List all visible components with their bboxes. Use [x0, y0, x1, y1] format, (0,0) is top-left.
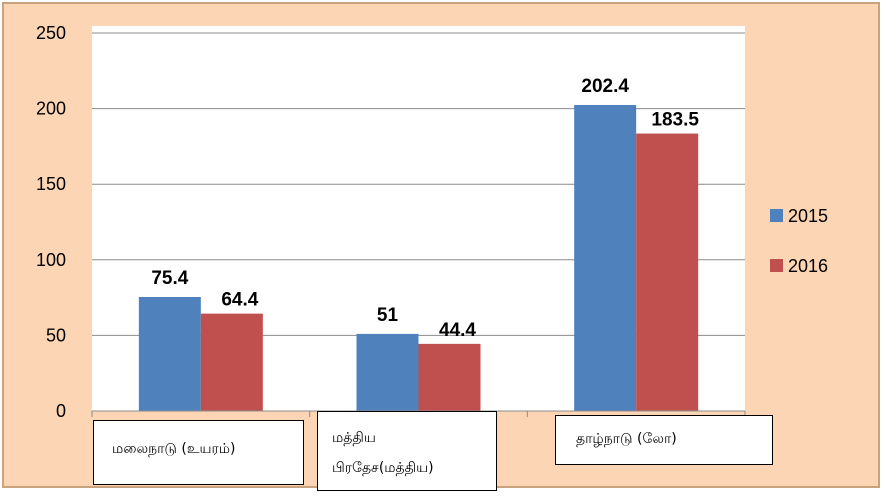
bar-2016: [636, 133, 699, 411]
bar-2016: [418, 343, 481, 411]
y-axis-tick-labels: 0 50 100 150 200 250: [36, 23, 66, 421]
y-tick-label: 0: [56, 401, 66, 421]
legend-label: 2016: [788, 256, 828, 276]
bar-2015: [138, 296, 201, 411]
y-tick-label: 150: [36, 174, 66, 194]
y-tick-label: 200: [36, 99, 66, 119]
data-label: 44.4: [439, 320, 476, 341]
legend-swatch-2015: [770, 209, 783, 222]
y-tick-label: 250: [36, 23, 66, 43]
x-tick-label: பிரதேச(மத்திய): [332, 460, 434, 476]
data-labels: 75.4 64.4 51 44.4 202.4 183.5: [151, 76, 699, 341]
data-label: 51: [377, 305, 399, 326]
bars: [138, 104, 699, 412]
data-label: 202.4: [581, 76, 629, 97]
data-label: 183.5: [651, 110, 699, 131]
bar-2015: [356, 333, 419, 411]
category-label-box: மத்திய பிரதேச(மத்திய): [317, 411, 497, 491]
legend: 2015 2016: [770, 206, 828, 276]
data-label: 75.4: [151, 268, 188, 289]
data-label: 64.4: [221, 290, 258, 311]
x-tick-label: மலைநாடு (உயரம்): [112, 441, 236, 457]
bar-2016: [200, 313, 263, 411]
x-tick-label: மத்திய: [332, 430, 376, 446]
legend-label: 2015: [788, 206, 828, 226]
x-tick-label: தாழ்நாடு (லோ): [576, 431, 677, 447]
bar-2015: [574, 104, 637, 412]
category-label-box: தாழ்நாடு (லோ): [555, 415, 773, 465]
legend-swatch-2016: [770, 259, 783, 272]
y-tick-label: 100: [36, 250, 66, 270]
y-tick-label: 50: [46, 325, 66, 345]
category-label-box: மலைநாடு (உயரம்): [93, 420, 304, 485]
